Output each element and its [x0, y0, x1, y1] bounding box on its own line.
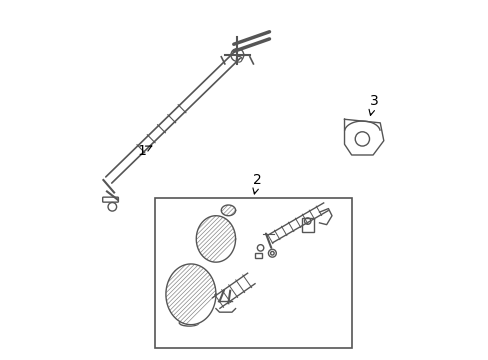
Bar	[155, 198, 351, 348]
Circle shape	[236, 57, 242, 62]
Polygon shape	[165, 264, 216, 325]
Polygon shape	[344, 119, 383, 155]
Text: 1: 1	[137, 144, 151, 158]
Text: 2: 2	[252, 172, 262, 194]
Polygon shape	[196, 216, 235, 262]
Ellipse shape	[270, 251, 274, 255]
Bar	[301, 217, 313, 232]
Circle shape	[354, 132, 369, 146]
Ellipse shape	[268, 249, 276, 257]
Text: 3: 3	[368, 94, 378, 115]
FancyBboxPatch shape	[102, 197, 118, 202]
Polygon shape	[221, 205, 235, 216]
Ellipse shape	[179, 320, 199, 326]
Bar	[254, 252, 262, 258]
